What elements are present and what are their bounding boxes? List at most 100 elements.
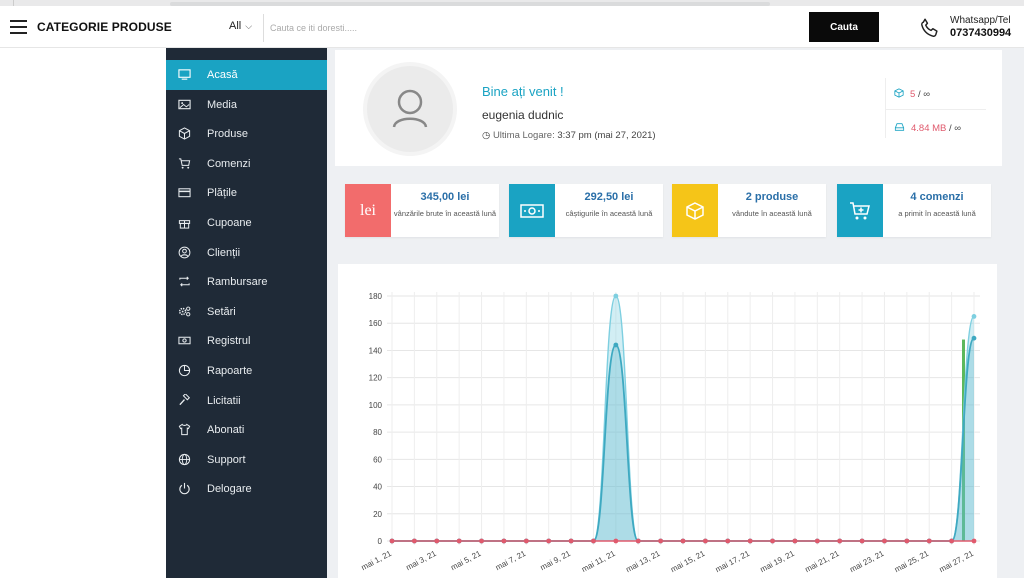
storage-quota-limit: / ∞ xyxy=(949,123,962,134)
search-input[interactable] xyxy=(270,15,800,41)
series-point xyxy=(859,538,865,544)
main-content: Bine ați venit ! eugenia dudnic ◷ Ultima… xyxy=(327,48,1024,578)
image-icon xyxy=(178,99,191,109)
series-point xyxy=(949,538,955,544)
y-tick-label: 120 xyxy=(369,374,383,383)
stat-gross-sales[interactable]: lei 345,00 lei vânzările brute în aceast… xyxy=(345,184,499,237)
sidebar-item-label: Support xyxy=(207,453,246,466)
series-point xyxy=(971,314,977,319)
series-point xyxy=(479,538,484,544)
lei-icon-text: lei xyxy=(360,201,376,219)
cart-icon xyxy=(178,158,191,169)
sidebar-item-label: Rambursare xyxy=(207,276,268,289)
sidebar-item-label: Comenzi xyxy=(207,157,251,170)
last-login-value: 3:37 pm (mai 27, 2021) xyxy=(557,130,656,141)
sidebar-item-delogare[interactable]: Delogare xyxy=(166,474,327,504)
sidebar-item-label: Delogare xyxy=(207,483,252,496)
series-point xyxy=(680,538,686,544)
y-tick-label: 20 xyxy=(373,510,382,519)
y-tick-label: 140 xyxy=(369,346,383,355)
gavel-icon xyxy=(179,393,191,405)
stat-earnings[interactable]: 292,50 lei câștigurile în această lună xyxy=(509,184,663,237)
x-tick-label: mai 27, 21 xyxy=(938,549,976,575)
sales-chart: 0 20 40 60 80 100 120 140 160 180 mai 1, 21 mai 3, … xyxy=(360,292,980,575)
series-point xyxy=(613,342,619,348)
cube-icon xyxy=(894,88,904,98)
hamburger-menu-icon[interactable] xyxy=(10,20,27,34)
sales-chart-card: 0 20 40 60 80 100 120 140 160 180 mai 1, 21 mai 3, … xyxy=(338,264,997,578)
lei-icon: lei xyxy=(345,184,391,237)
sidebar-item-produse[interactable]: Produse xyxy=(166,119,327,149)
x-tick-label: mai 13, 21 xyxy=(624,549,662,575)
last-login: ◷ Ultima Logare: 3:37 pm (mai 27, 2021) xyxy=(482,130,656,141)
product-quota: 5 / ∞ xyxy=(894,88,930,100)
series-point xyxy=(971,538,977,544)
gift-icon xyxy=(178,220,191,229)
series-point xyxy=(546,538,552,544)
series-point xyxy=(635,538,641,544)
sidebar-item-platile[interactable]: Plățile xyxy=(166,178,327,208)
search-divider xyxy=(263,14,264,42)
sidebar-item-rapoarte[interactable]: Rapoarte xyxy=(166,356,327,386)
x-tick-label: mai 17, 21 xyxy=(714,549,752,575)
monitor-icon xyxy=(178,69,191,80)
sidebar-item-licitatii[interactable]: Licitatii xyxy=(166,386,327,416)
series-point xyxy=(747,538,753,544)
sidebar-item-cupoane[interactable]: Cupoane xyxy=(166,208,327,238)
sidebar-item-label: Setări xyxy=(207,305,236,318)
sidebar-item-support[interactable]: Support xyxy=(166,445,327,475)
sidebar-item-registrul[interactable]: Registrul xyxy=(166,326,327,356)
sidebar-item-label: Produse xyxy=(207,128,248,141)
series-point xyxy=(411,538,417,544)
series-point xyxy=(725,538,731,544)
stat-products-sold[interactable]: 2 produse vândute în această lună xyxy=(672,184,826,237)
top-header: CATEGORIE PRODUSE All⌵ Cauta Whatsapp/Te… xyxy=(0,6,1024,48)
shirt-icon xyxy=(178,423,191,436)
product-quota-value: 5 xyxy=(910,89,916,100)
series-point xyxy=(568,538,574,544)
series-point xyxy=(456,538,462,544)
sidebar-item-rambursare[interactable]: Rambursare xyxy=(166,267,327,297)
search-button[interactable]: Cauta xyxy=(809,12,879,42)
stat-label: vânzările brute în această lună xyxy=(393,209,497,218)
sidebar-item-setari[interactable]: Setări xyxy=(166,297,327,327)
stat-value: 2 produse xyxy=(745,191,799,203)
sidebar-item-comenzi[interactable]: Comenzi xyxy=(166,149,327,179)
sidebar-item-media[interactable]: Media xyxy=(166,90,327,120)
user-circle-icon xyxy=(178,246,191,258)
categories-title[interactable]: CATEGORIE PRODUSE xyxy=(37,20,172,34)
series-point xyxy=(837,538,843,544)
chevron-down-icon: ⌵ xyxy=(245,21,253,31)
y-tick-label: 80 xyxy=(373,428,382,437)
x-tick-label: mai 5, 21 xyxy=(449,549,483,573)
phone-icon xyxy=(921,18,938,37)
sidebar: Acasă Media Produse Comenzi Plățile Cupo… xyxy=(166,48,327,578)
sidebar-item-label: Acasă xyxy=(207,69,238,81)
series-point xyxy=(792,538,798,544)
contact-number[interactable]: 0737430994 xyxy=(950,27,1012,39)
sidebar-item-acasa[interactable]: Acasă xyxy=(166,60,327,90)
avatar[interactable] xyxy=(363,62,457,156)
stat-orders[interactable]: 4 comenzi a primit în această lună xyxy=(837,184,991,237)
sidebar-item-label: Abonati xyxy=(207,424,245,437)
sidebar-item-clientii[interactable]: Clienții xyxy=(166,238,327,268)
y-tick-label: 100 xyxy=(369,401,383,410)
gears-icon xyxy=(178,306,191,317)
category-select-value: All xyxy=(229,20,242,32)
repeat-icon xyxy=(179,276,190,287)
x-tick-label: mai 25, 21 xyxy=(893,549,931,575)
stat-value: 4 comenzi xyxy=(910,191,964,203)
series-point xyxy=(501,538,507,544)
series-point xyxy=(904,538,910,544)
sidebar-item-label: Cupoane xyxy=(207,216,252,229)
series-point xyxy=(613,538,619,544)
last-login-label: Ultima Logare: xyxy=(492,130,555,141)
quota-panel: 5 / ∞ 4.84 MB / ∞ xyxy=(885,78,995,138)
power-icon xyxy=(179,483,190,495)
sidebar-item-label: Licitatii xyxy=(207,394,241,407)
storage-quota-value: 4.84 MB xyxy=(911,123,947,134)
sidebar-item-abonati[interactable]: Abonati xyxy=(166,415,327,445)
category-select[interactable]: All ⌵ xyxy=(229,20,252,32)
product-quota-limit: / ∞ xyxy=(917,89,930,100)
contact-label: Whatsapp/Tel xyxy=(950,15,1011,26)
